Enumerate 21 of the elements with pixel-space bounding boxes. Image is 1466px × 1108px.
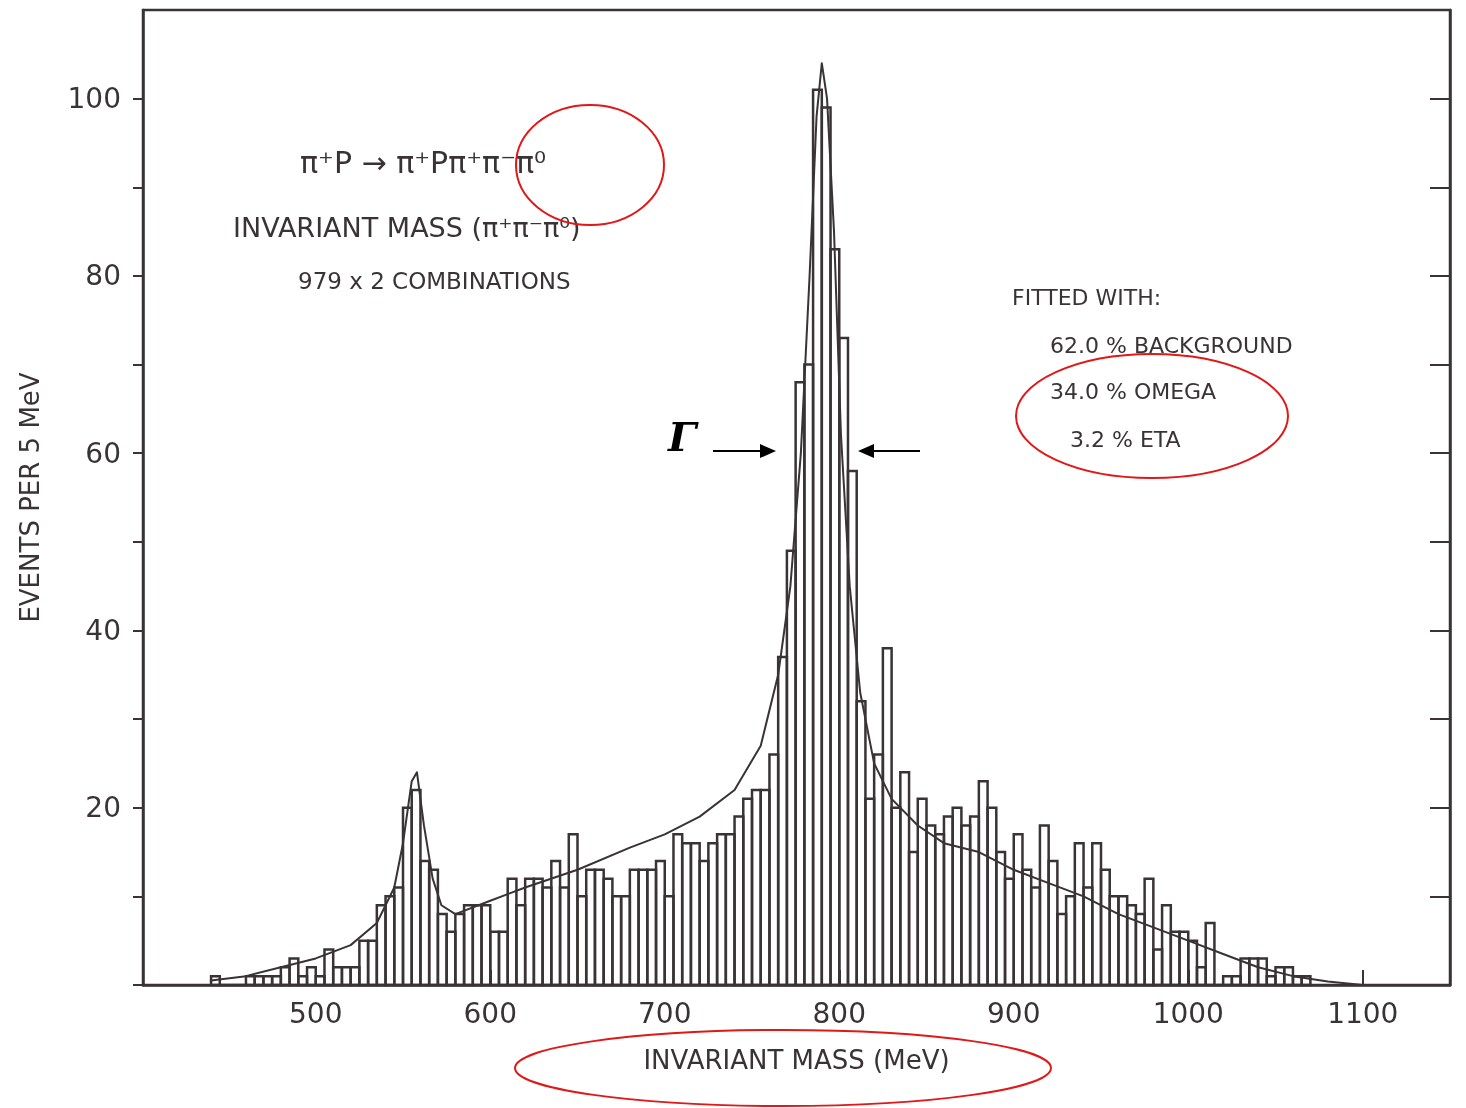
annotation: 3.2 % ETA bbox=[1070, 427, 1181, 453]
y-tick-label: 60 bbox=[85, 436, 121, 470]
annotation: INVARIANT MASS (π⁺π⁻π⁰) bbox=[233, 211, 581, 243]
x-tick-label: 1100 bbox=[1327, 996, 1399, 1030]
annotation: 979 x 2 COMBINATIONS bbox=[298, 267, 571, 294]
x-tick-label: 800 bbox=[812, 996, 866, 1030]
x-tick-label: 700 bbox=[638, 996, 692, 1030]
x-tick-label: 1000 bbox=[1152, 996, 1224, 1030]
x-tick-label: 500 bbox=[289, 996, 343, 1030]
annotation: Γ bbox=[667, 412, 699, 460]
x-tick-label: 600 bbox=[463, 996, 517, 1030]
y-tick-label: 40 bbox=[85, 613, 121, 647]
y-tick-label: 100 bbox=[67, 82, 121, 116]
x-tick-label: 900 bbox=[987, 996, 1041, 1030]
y-axis-title: EVENTS PER 5 MeV bbox=[15, 372, 45, 623]
annotation: FITTED WITH: bbox=[1012, 285, 1162, 311]
annotation: 34.0 % OMEGA bbox=[1050, 379, 1217, 405]
y-tick-label: 20 bbox=[85, 791, 121, 825]
x-axis-title: INVARIANT MASS (MeV) bbox=[643, 1045, 950, 1075]
annotation: 62.0 % BACKGROUND bbox=[1050, 333, 1293, 359]
y-tick-label: 80 bbox=[85, 259, 121, 293]
